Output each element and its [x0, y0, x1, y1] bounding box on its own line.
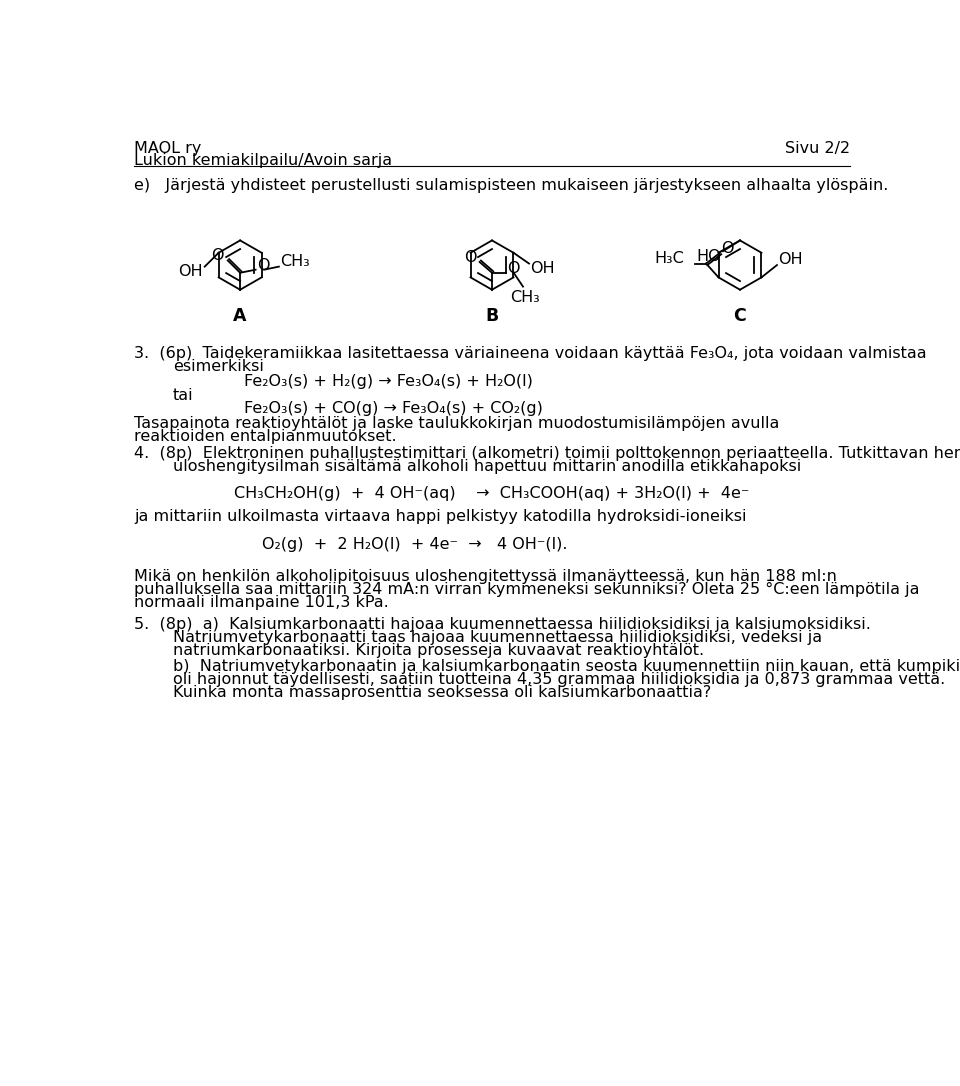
Text: CH₃: CH₃	[280, 254, 310, 268]
Text: O₂(g)  +  2 H₂O(l)  + 4e⁻  →   4 OH⁻(l).: O₂(g) + 2 H₂O(l) + 4e⁻ → 4 OH⁻(l).	[262, 536, 567, 552]
Text: tai: tai	[173, 389, 193, 403]
Text: e)   Järjestä yhdisteet perustellusti sulamispisteen mukaiseen järjestykseen alh: e) Järjestä yhdisteet perustellusti sula…	[134, 178, 888, 193]
Text: A: A	[233, 306, 247, 325]
Text: CH₃: CH₃	[510, 290, 540, 305]
Text: b)  Natriumvetykarbonaatin ja kalsiumkarbonaatin seosta kuumennettiin niin kauan: b) Natriumvetykarbonaatin ja kalsiumkarb…	[173, 658, 960, 673]
Text: Tasapainota reaktioyhtälöt ja laske taulukkokirjan muodostumisilämpöjen avulla: Tasapainota reaktioyhtälöt ja laske taul…	[134, 416, 780, 431]
Text: OH: OH	[779, 252, 804, 267]
Text: HO: HO	[697, 249, 721, 264]
Text: Mikä on henkilön alkoholipitoisuus uloshengitettyssä ilmanäytteessä, kun hän 188: Mikä on henkilön alkoholipitoisuus ulosh…	[134, 569, 837, 584]
Text: Fe₂O₃(s) + CO(g) → Fe₃O₄(s) + CO₂(g): Fe₂O₃(s) + CO(g) → Fe₃O₄(s) + CO₂(g)	[244, 402, 542, 416]
Text: H₃C: H₃C	[655, 251, 684, 266]
Text: oli hajonnut täydellisesti, saatiin tuotteina 4,35 grammaa hiilidioksidia ja 0,8: oli hajonnut täydellisesti, saatiin tuot…	[173, 671, 945, 686]
Text: Kuinka monta massaprosenttia seoksessa oli kalsiumkarbonaattia?: Kuinka monta massaprosenttia seoksessa o…	[173, 684, 711, 699]
Text: Sivu 2/2: Sivu 2/2	[785, 141, 850, 156]
Text: reaktioiden entalpianmuutokset.: reaktioiden entalpianmuutokset.	[134, 429, 396, 444]
Text: C: C	[733, 306, 746, 325]
Text: O: O	[464, 250, 476, 265]
Text: O: O	[722, 241, 734, 255]
Text: ja mittariin ulkoilmasta virtaava happi pelkistyy katodilla hydroksidi-ioneiksi: ja mittariin ulkoilmasta virtaava happi …	[134, 509, 747, 525]
Text: B: B	[486, 306, 498, 325]
Text: normaali ilmanpaine 101,3 kPa.: normaali ilmanpaine 101,3 kPa.	[134, 595, 389, 610]
Text: Lukion kemiakilpailu/Avoin sarja: Lukion kemiakilpailu/Avoin sarja	[134, 153, 392, 168]
Text: 3.  (6p)  Taidekeramiikkaa lasitettaessa väriaineena voidaan käyttää Fe₃O₄, jota: 3. (6p) Taidekeramiikkaa lasitettaessa v…	[134, 346, 926, 361]
Text: Natriumvetykarbonaatti taas hajoaa kuumennettaessa hiilidioksidiksi, vedeksi ja: Natriumvetykarbonaatti taas hajoaa kuume…	[173, 630, 822, 645]
Text: esimerkiksi: esimerkiksi	[173, 359, 264, 374]
Text: OH: OH	[531, 262, 555, 277]
Text: MAOL ry: MAOL ry	[134, 141, 202, 156]
Text: puhalluksella saa mittariin 324 mA:n virran kymmeneksi sekunniksi? Oleta 25 °C:e: puhalluksella saa mittariin 324 mA:n vir…	[134, 582, 920, 597]
Text: CH₃CH₂OH(g)  +  4 OH⁻(aq)    →  CH₃COOH(aq) + 3H₂O(l) +  4e⁻: CH₃CH₂OH(g) + 4 OH⁻(aq) → CH₃COOH(aq) + …	[234, 487, 750, 501]
Text: OH: OH	[179, 265, 204, 279]
Text: O: O	[210, 248, 223, 263]
Text: O: O	[507, 261, 519, 276]
Text: uloshengitysilman sisältämä alkoholi hapettuu mittarin anodilla etikkahapoksi: uloshengitysilman sisältämä alkoholi hap…	[173, 459, 801, 475]
Text: Fe₂O₃(s) + H₂(g) → Fe₃O₄(s) + H₂O(l): Fe₂O₃(s) + H₂(g) → Fe₃O₄(s) + H₂O(l)	[244, 374, 533, 389]
Text: O: O	[257, 258, 270, 274]
Text: natriumkarbonaatiksi. Kirjoita prosesseja kuvaavat reaktioyhtälöt.: natriumkarbonaatiksi. Kirjoita prosessej…	[173, 643, 704, 658]
Text: 5.  (8p)  a)  Kalsiumkarbonaatti hajoaa kuumennettaessa hiilidioksidiksi ja kals: 5. (8p) a) Kalsiumkarbonaatti hajoaa kuu…	[134, 617, 871, 632]
Text: 4.  (8p)  Elektroninen puhallustestimittari (alkometri) toimii polttokennon peri: 4. (8p) Elektroninen puhallustestimittar…	[134, 446, 960, 462]
